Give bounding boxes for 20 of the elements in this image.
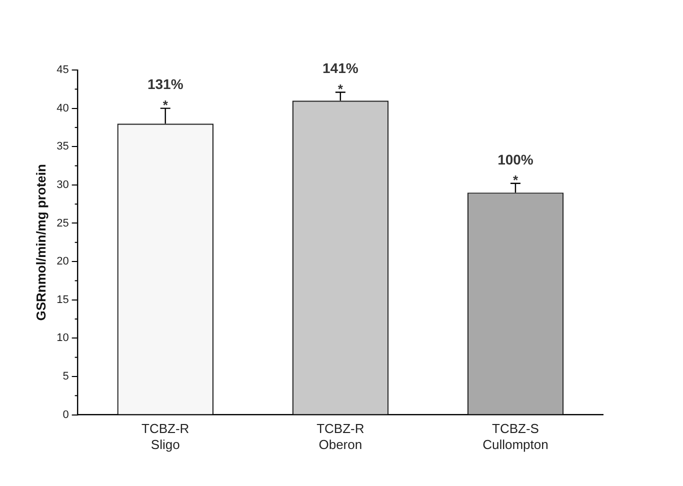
x-tick-label: TCBZ-S Cullompton xyxy=(482,421,548,452)
y-tick-label: 15 xyxy=(56,294,69,306)
annotation: * xyxy=(162,97,169,112)
y-tick-label: 45 xyxy=(56,64,69,76)
y-axis-title: GSRnmol/min/mg protein xyxy=(33,164,48,321)
annotation: * xyxy=(512,172,519,188)
y-tick-label: 0 xyxy=(62,408,69,421)
y-tick-label: 30 xyxy=(56,178,69,191)
y-tick-label: 25 xyxy=(56,217,69,230)
x-tick-label: TCBZ-R Sligo xyxy=(142,421,190,452)
annotation: 131% xyxy=(147,76,184,92)
y-tick-label: 20 xyxy=(56,256,69,268)
y-tick-label: 35 xyxy=(56,140,69,153)
x-tick-label: TCBZ-R Oberon xyxy=(316,421,364,452)
annotation: 141% xyxy=(322,60,359,76)
annotation: 100% xyxy=(498,151,534,168)
annotation: * xyxy=(338,81,344,96)
y-tick-label: 40 xyxy=(56,102,69,114)
y-tick-label: 10 xyxy=(56,332,69,344)
y-tick-label: 5 xyxy=(62,370,69,383)
